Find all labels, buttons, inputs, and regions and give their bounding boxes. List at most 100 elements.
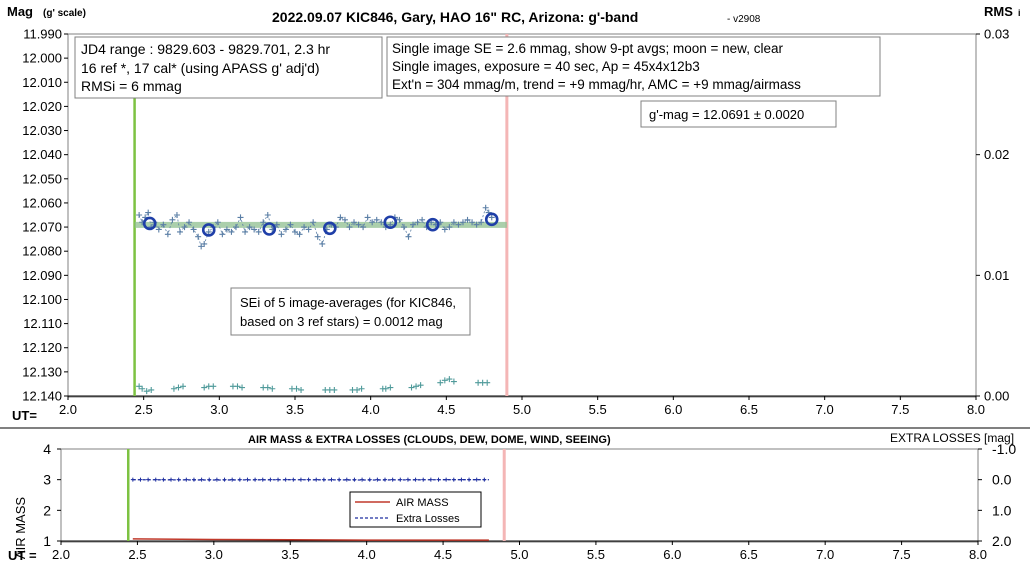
top-y-tick-label: 12.080: [22, 244, 62, 259]
extra-losses-marker: [291, 477, 296, 482]
bottom-x-tick-label: 5.5: [587, 547, 605, 562]
rms-point: [354, 386, 361, 393]
extra-losses-marker: [130, 477, 135, 482]
bottom-y2-tick-label: 1.0: [992, 502, 1012, 518]
extra-losses-marker: [214, 477, 219, 482]
single-image-point: [373, 216, 380, 223]
rms-point: [293, 385, 300, 392]
image-info-line-2: Single images, exposure = 40 sec, Ap = 4…: [392, 59, 700, 74]
top-y2-tick-label: 0.00: [984, 389, 1009, 404]
rms-point: [234, 383, 241, 390]
extra-losses-marker: [436, 477, 441, 482]
extra-losses-marker: [352, 477, 357, 482]
single-image-point: [205, 228, 212, 235]
top-x-tick-label: 6.5: [740, 402, 758, 417]
rms-point: [387, 384, 394, 391]
top-y-ticks: 11.990 12.000 12.010 12.020 12.030 12.040 12.0…: [22, 27, 68, 404]
single-image-point: [369, 219, 376, 226]
rms-point: [136, 383, 143, 390]
top-x-tick-label: 4.5: [437, 402, 455, 417]
top-x-tick-label: 5.0: [513, 402, 531, 417]
extra-losses-marker: [169, 477, 174, 482]
legend-extra-label: Extra Losses: [396, 513, 460, 525]
single-image-point: [232, 224, 239, 231]
top-y-tick-label: 12.130: [22, 364, 62, 379]
top-x-tick-label: 3.5: [286, 402, 304, 417]
single-image-point: [459, 219, 466, 226]
rms-point: [264, 384, 271, 391]
extra-losses-marker: [451, 477, 456, 482]
rms-point: [201, 384, 208, 391]
bottom-y2-tick-label: -1.0: [992, 441, 1016, 457]
top-y2-tick-label: 0.03: [984, 27, 1009, 42]
image-info-line-1: Single image SE = 2.6 mmag, show 9-pt av…: [392, 41, 783, 56]
extra-losses-marker: [199, 477, 204, 482]
bottom-x-tick-label: 5.0: [510, 547, 528, 562]
top-y-tick-label: 12.060: [22, 195, 62, 210]
extra-losses-marker: [222, 477, 227, 482]
bottom-x-ticks: 2.0 2.5 3.0 3.5 4.0 4.5 5.0 5.5 6.0 6.5 7.0 7.5 8.0: [52, 541, 987, 562]
bottom-y2-tick-label: 0.0: [992, 472, 1012, 488]
top-y-tick-label: 12.090: [22, 268, 62, 283]
rms-point: [298, 386, 305, 393]
top-y-tick-label: 12.000: [22, 51, 62, 66]
rms-point: [180, 383, 187, 390]
single-image-point: [237, 214, 244, 221]
top-y2-tick-label: 0.02: [984, 147, 1009, 162]
extra-losses-marker: [474, 477, 479, 482]
jd-info-line-3: RMSi = 6 mmag: [81, 78, 182, 94]
bottom-x-tick-label: 6.5: [740, 547, 758, 562]
single-image-point: [282, 226, 289, 233]
top-y2-tick-label: 0.01: [984, 268, 1009, 283]
rms-point: [437, 379, 444, 386]
single-image-point: [242, 228, 249, 235]
single-image-point: [160, 221, 167, 228]
extra-losses-marker: [253, 477, 258, 482]
rms-point: [417, 382, 424, 389]
top-y-tick-label: 12.120: [22, 340, 62, 355]
bottom-y2label: EXTRA LOSSES [mag]: [890, 431, 1014, 445]
jd-info-box: JD4 range : 9829.603 - 9829.701, 2.3 hr …: [74, 36, 383, 99]
rms-point: [143, 388, 150, 395]
average-circle: [262, 222, 277, 236]
extra-losses-marker: [260, 477, 265, 482]
gmag-box: g'-mag = 12.0691 ± 0.0020: [640, 100, 837, 128]
bottom-title: AIR MASS & EXTRA LOSSES (CLOUDS, DEW, DO…: [248, 434, 611, 446]
single-image-point: [355, 221, 362, 228]
extra-losses-marker: [298, 477, 303, 482]
bottom-x-tick-label: 4.0: [358, 547, 376, 562]
single-image-point: [292, 228, 298, 235]
top-y-tick-label: 12.100: [22, 292, 62, 307]
single-image-point: [264, 212, 271, 218]
bottom-ylabel: AIR MASS: [13, 497, 28, 559]
top-y-tick-label: 11.990: [23, 27, 62, 42]
extra-losses-marker: [405, 477, 410, 482]
single-image-point: [287, 221, 294, 228]
single-image-point: [360, 224, 367, 231]
top-x-ticks: 2.0 2.5 3.0 3.5 4.0 4.5 5.0 5.5 6.0 6.5 7.0 7.5 8.0: [59, 396, 985, 417]
bottom-y2-ticks: -1.0 0.0 1.0 2.0: [978, 441, 1016, 549]
single-image-point: [450, 219, 457, 226]
extra-losses-marker: [138, 477, 143, 482]
jd-info-box-frame: [74, 36, 383, 99]
top-y-tick-label: 12.050: [22, 171, 62, 186]
rms-point: [382, 385, 389, 392]
single-image-point: [190, 226, 197, 233]
jd-info-line-1: JD4 range : 9829.603 - 9829.701, 2.3 hr: [81, 41, 330, 57]
single-image-point: [176, 228, 183, 235]
average-circle: [484, 212, 499, 227]
single-image-point: [273, 221, 280, 228]
bottom-x-tick-label: 4.5: [434, 547, 452, 562]
sei-box: SEi of 5 image-averages (for KIC846, bas…: [230, 287, 471, 336]
single-image-point: [410, 221, 417, 228]
single-image-point: [214, 219, 221, 226]
bottom-x-tick-label: 3.0: [205, 547, 223, 562]
rms-point: [408, 384, 415, 391]
top-y2label-sub: i: [1018, 8, 1021, 18]
extra-losses-marker: [444, 477, 449, 482]
top-x-tick-label: 8.0: [967, 402, 985, 417]
top-y2label-main: RMS: [984, 4, 1013, 19]
bottom-x-tick-label: 6.0: [663, 547, 681, 562]
single-image-point: [419, 216, 426, 223]
